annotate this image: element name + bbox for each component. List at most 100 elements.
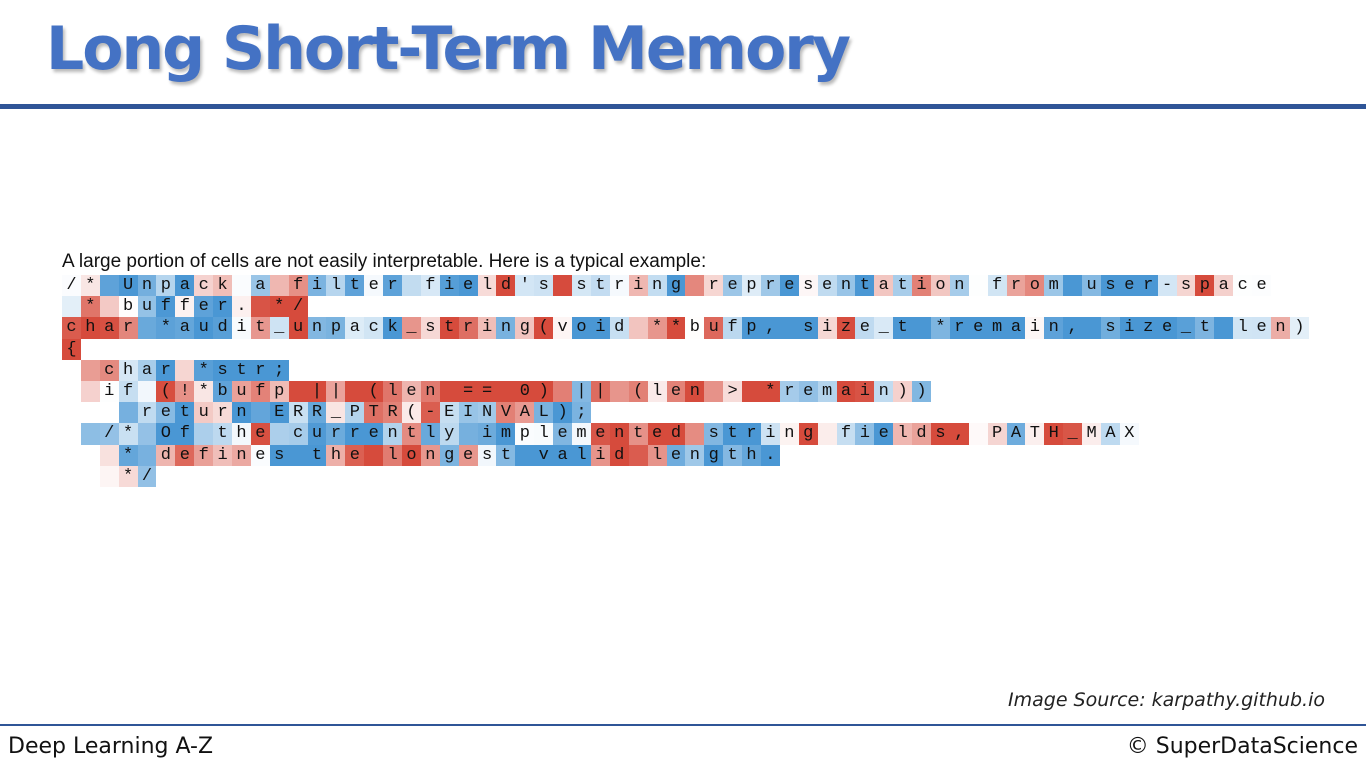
activation-cell: d bbox=[912, 423, 931, 445]
activation-cell: c bbox=[62, 317, 81, 339]
activation-cell: ) bbox=[553, 402, 573, 424]
activation-cell: r bbox=[609, 275, 629, 297]
activation-cell: u bbox=[194, 317, 214, 339]
activation-cell bbox=[99, 296, 119, 318]
activation-cell: a bbox=[250, 275, 270, 297]
activation-cell bbox=[175, 359, 195, 381]
activation-cell: , bbox=[1063, 317, 1083, 339]
activation-cell: T bbox=[1025, 423, 1045, 445]
activation-cell: ( bbox=[156, 380, 176, 403]
activation-cell: g bbox=[515, 317, 535, 339]
activation-cell: r bbox=[760, 275, 780, 297]
activation-cell: A bbox=[1006, 423, 1026, 445]
activation-cell: i bbox=[477, 423, 497, 445]
footer-divider bbox=[0, 724, 1366, 726]
activation-cell: t bbox=[439, 317, 459, 339]
activation-cell bbox=[685, 275, 705, 297]
activation-cell: t bbox=[893, 317, 913, 339]
activation-cell: l bbox=[893, 423, 913, 445]
activation-cell: h bbox=[232, 423, 251, 445]
activation-cell: f bbox=[194, 444, 214, 466]
activation-cell: i bbox=[855, 380, 875, 403]
activation-cell: e bbox=[345, 444, 365, 466]
activation-cell: n bbox=[1271, 317, 1290, 339]
activation-cell bbox=[553, 380, 573, 403]
activation-cell: s bbox=[213, 359, 233, 381]
activation-cell: n bbox=[383, 423, 403, 445]
activation-cell: e bbox=[250, 444, 270, 466]
activation-cell: s bbox=[1176, 275, 1196, 297]
activation-cell: X bbox=[1119, 423, 1139, 445]
activation-cell bbox=[118, 402, 138, 424]
activation-cell: l bbox=[420, 423, 440, 445]
activation-cell: ) bbox=[1289, 317, 1309, 339]
activation-cell: ' bbox=[515, 275, 535, 297]
activation-cell: i bbox=[1025, 317, 1045, 339]
activation-cell: u bbox=[288, 317, 308, 339]
activation-cell: e bbox=[1252, 275, 1271, 297]
activation-cell bbox=[80, 359, 100, 381]
activation-cell: l bbox=[477, 275, 497, 297]
activation-cell: e bbox=[666, 380, 686, 403]
activation-cell: a bbox=[175, 317, 195, 339]
activation-cell: s bbox=[534, 275, 554, 297]
activation-cell: ! bbox=[175, 380, 195, 403]
activation-cell: { bbox=[62, 338, 81, 360]
activation-cell: * bbox=[80, 275, 100, 297]
activation-cell: i bbox=[477, 317, 497, 339]
activation-cell: _ bbox=[326, 402, 346, 424]
activation-cell bbox=[609, 380, 629, 403]
activation-cell: e bbox=[1157, 317, 1177, 339]
activation-cell: e bbox=[458, 444, 478, 466]
activation-cell: o bbox=[1025, 275, 1045, 297]
activation-cell: n bbox=[647, 275, 667, 297]
activation-cell: c bbox=[1233, 275, 1253, 297]
activation-cell bbox=[439, 380, 459, 403]
activation-cell: _ bbox=[269, 317, 289, 339]
activation-cell: i bbox=[628, 275, 648, 297]
activation-cell: l bbox=[534, 423, 554, 445]
activation-cell: h bbox=[742, 444, 761, 466]
activation-cell bbox=[288, 444, 308, 466]
activation-cell bbox=[137, 317, 157, 339]
activation-cell: i bbox=[213, 444, 233, 466]
code-line: { bbox=[62, 338, 1309, 360]
activation-cell: g bbox=[704, 444, 724, 466]
activation-cell: * bbox=[930, 317, 950, 339]
activation-cell: d bbox=[609, 444, 629, 466]
activation-cell: r bbox=[213, 402, 233, 424]
activation-cell: n bbox=[779, 423, 799, 445]
activation-cell bbox=[685, 423, 705, 445]
code-line: * / bbox=[62, 465, 1309, 487]
activation-cell: c bbox=[99, 359, 119, 381]
activation-cell: i bbox=[439, 275, 459, 297]
activation-cell: f bbox=[288, 275, 308, 297]
activation-cell: n bbox=[685, 444, 705, 466]
activation-cell: a bbox=[1006, 317, 1026, 339]
activation-cell: t bbox=[345, 275, 365, 297]
activation-cell: e bbox=[798, 380, 818, 403]
activation-cell bbox=[81, 445, 100, 466]
activation-cell bbox=[137, 423, 157, 445]
activation-cell: h bbox=[118, 359, 138, 381]
activation-cell: l bbox=[572, 444, 591, 466]
activation-cell: * bbox=[194, 359, 214, 381]
activation-cell bbox=[81, 466, 100, 487]
activation-cell bbox=[496, 380, 516, 403]
title-divider bbox=[0, 104, 1366, 109]
activation-cell: i bbox=[99, 380, 119, 403]
activation-cell: e bbox=[666, 444, 686, 466]
activation-cell: d bbox=[609, 317, 629, 339]
activation-cell: f bbox=[175, 296, 195, 318]
activation-cell bbox=[62, 466, 81, 487]
activation-cell: T bbox=[364, 402, 384, 424]
activation-cell: h bbox=[80, 317, 100, 339]
activation-cell bbox=[742, 380, 761, 403]
activation-cell bbox=[137, 444, 157, 466]
activation-cell: f bbox=[987, 275, 1007, 297]
activation-cell: a bbox=[137, 359, 157, 381]
activation-cell: n bbox=[137, 275, 157, 297]
activation-cell: * bbox=[760, 380, 780, 403]
